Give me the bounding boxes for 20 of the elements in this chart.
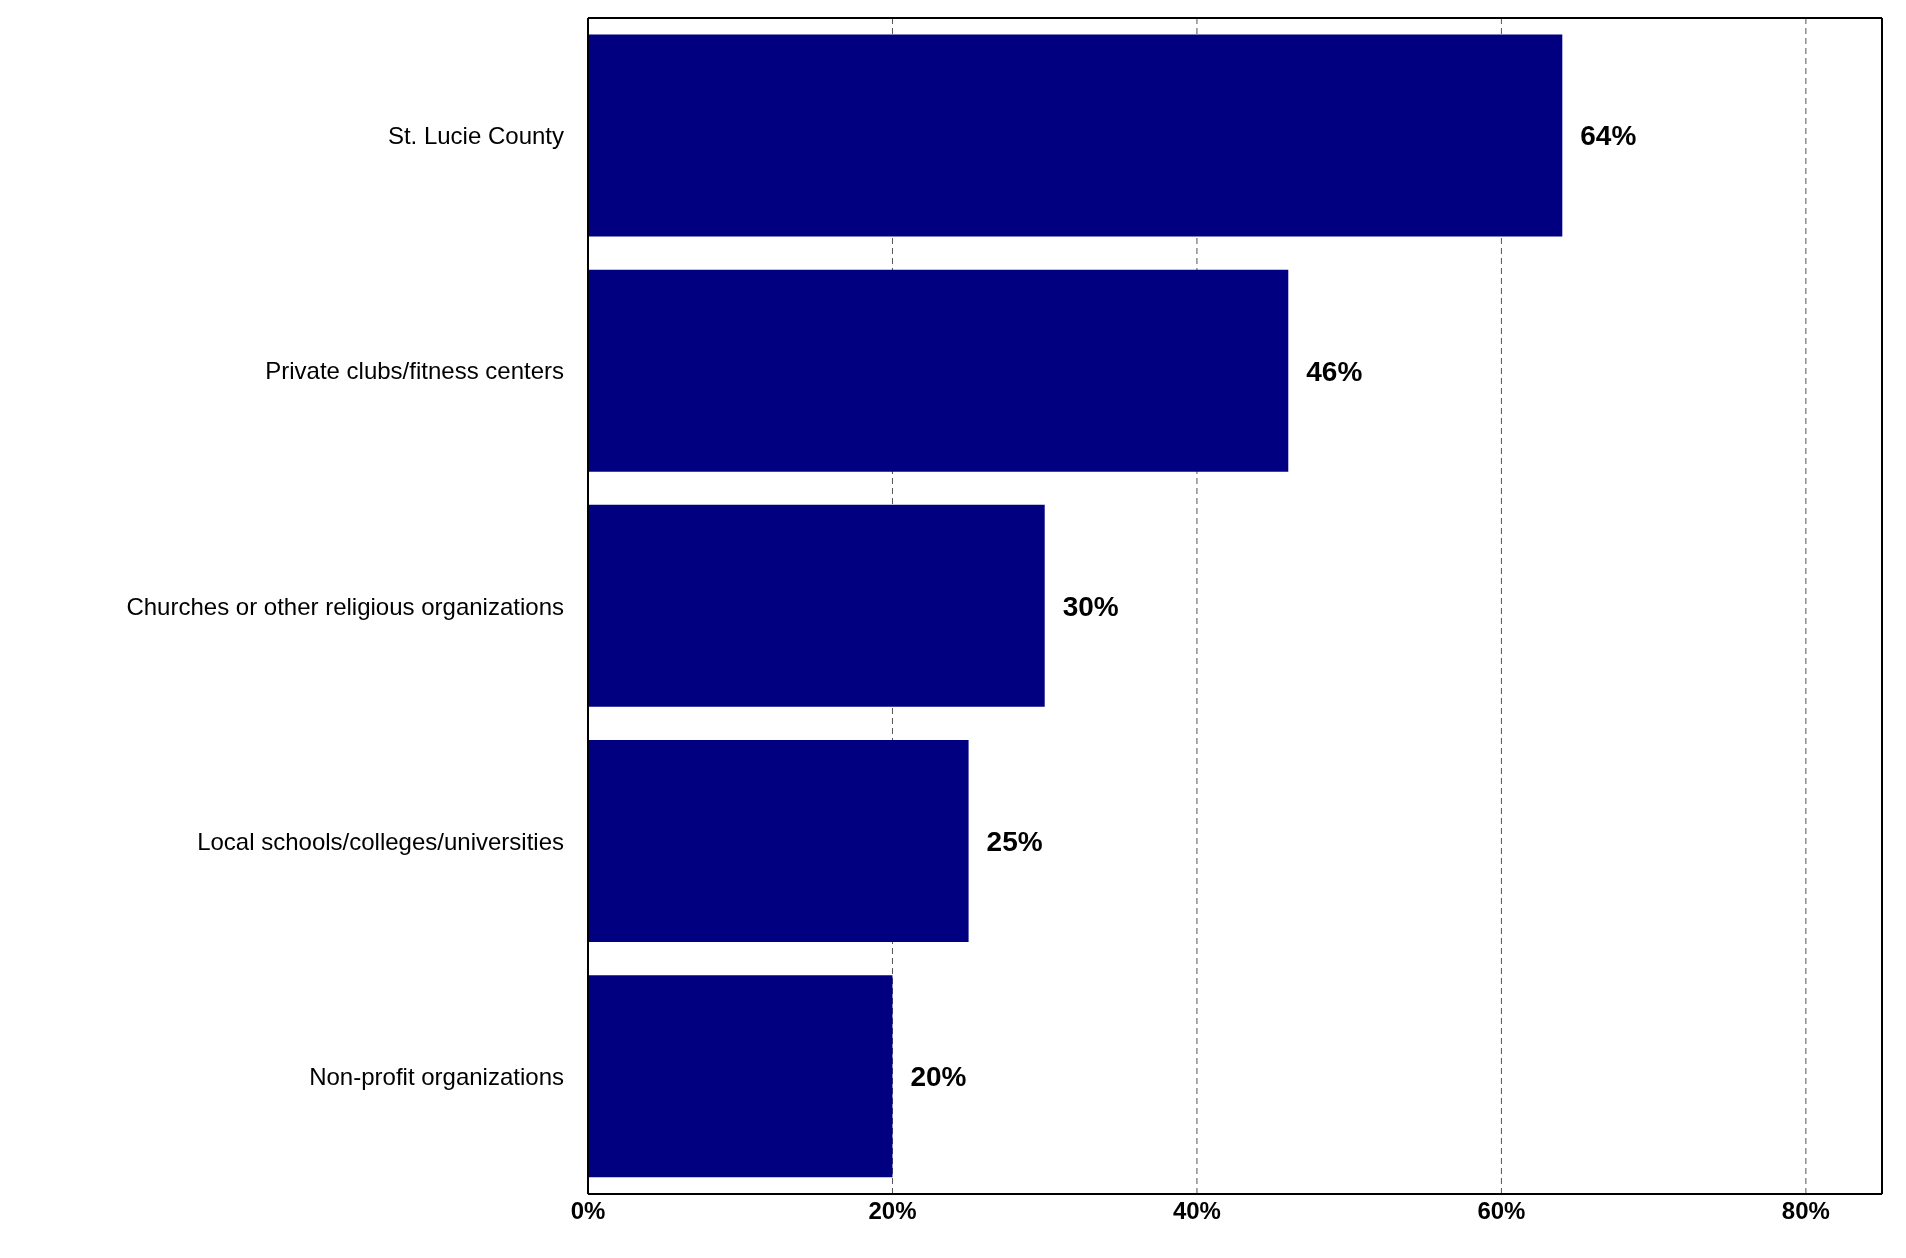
y-tick-label: Non-profit organizations xyxy=(309,1062,564,1090)
bar xyxy=(588,504,1045,707)
bar xyxy=(588,975,893,1178)
bar xyxy=(588,269,1289,472)
y-tick-label: Local schools/colleges/universities xyxy=(197,827,564,855)
x-tick-label: 40% xyxy=(1172,1197,1221,1225)
data-label: 20% xyxy=(910,1061,967,1093)
x-tick-label: 60% xyxy=(1477,1197,1526,1225)
data-label: 46% xyxy=(1306,355,1363,387)
bar xyxy=(588,34,1563,237)
x-tick-label: 0% xyxy=(570,1197,606,1225)
data-label: 30% xyxy=(1062,590,1119,622)
y-tick-label: Churches or other religious organizations xyxy=(126,592,564,620)
bar xyxy=(588,740,969,943)
data-label: 25% xyxy=(986,826,1043,857)
x-tick-label: 80% xyxy=(1781,1197,1830,1225)
x-tick-label: 20% xyxy=(868,1197,917,1225)
y-tick-label: Private clubs/fitness centers xyxy=(265,357,564,385)
y-tick-label: St. Lucie County xyxy=(387,122,564,150)
data-label: 64% xyxy=(1580,120,1637,152)
